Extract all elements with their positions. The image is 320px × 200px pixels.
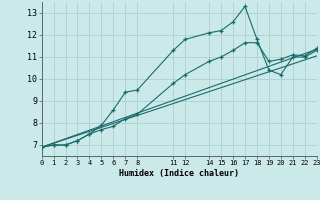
- X-axis label: Humidex (Indice chaleur): Humidex (Indice chaleur): [119, 169, 239, 178]
